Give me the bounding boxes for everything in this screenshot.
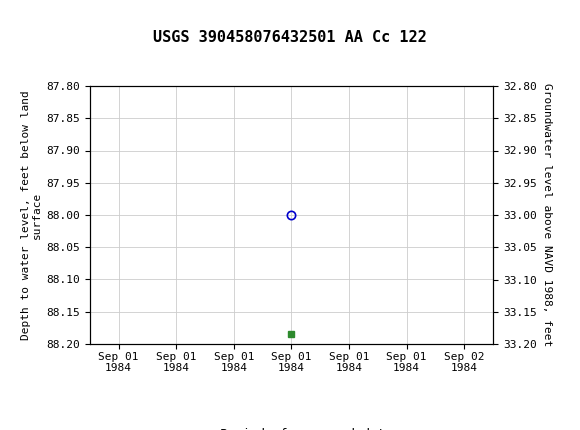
Y-axis label: Groundwater level above NAVD 1988, feet: Groundwater level above NAVD 1988, feet (542, 83, 552, 347)
Text: ▒USGS: ▒USGS (14, 8, 69, 30)
Y-axis label: Depth to water level, feet below land
surface: Depth to water level, feet below land su… (21, 90, 42, 340)
Text: USGS 390458076432501 AA Cc 122: USGS 390458076432501 AA Cc 122 (153, 30, 427, 45)
Legend: Period of approved data: Period of approved data (186, 423, 397, 430)
